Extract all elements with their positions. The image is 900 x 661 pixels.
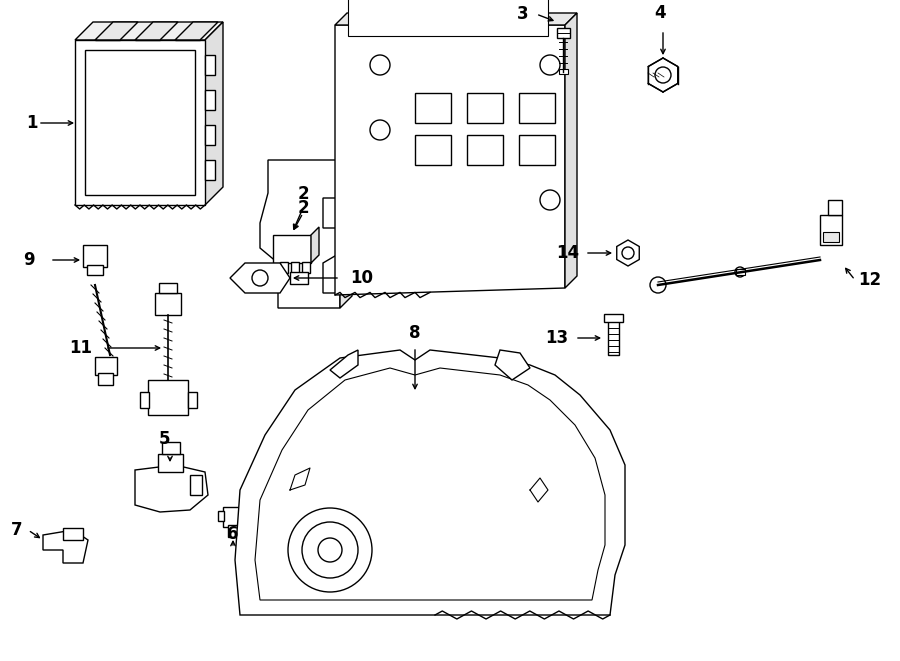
Bar bbox=[205, 160, 215, 180]
Circle shape bbox=[302, 522, 358, 578]
Bar bbox=[87, 265, 103, 275]
Bar bbox=[290, 272, 308, 284]
Text: 12: 12 bbox=[858, 271, 881, 289]
Bar bbox=[228, 525, 239, 537]
Circle shape bbox=[370, 55, 390, 75]
Polygon shape bbox=[175, 22, 218, 40]
Bar bbox=[823, 232, 839, 242]
Bar bbox=[820, 215, 842, 245]
Bar bbox=[85, 50, 195, 195]
Bar bbox=[467, 93, 503, 123]
Bar bbox=[608, 320, 619, 355]
Bar bbox=[736, 269, 745, 275]
Bar bbox=[83, 245, 107, 267]
Text: 2: 2 bbox=[297, 199, 309, 217]
Text: 2: 2 bbox=[297, 185, 309, 203]
Polygon shape bbox=[616, 240, 639, 266]
Text: 8: 8 bbox=[410, 324, 421, 342]
Bar bbox=[828, 200, 842, 215]
Circle shape bbox=[540, 55, 560, 75]
Bar bbox=[190, 475, 202, 495]
Polygon shape bbox=[330, 350, 358, 378]
Bar bbox=[559, 69, 568, 74]
Bar bbox=[604, 314, 623, 322]
Bar bbox=[348, 0, 548, 36]
Bar bbox=[415, 135, 451, 165]
Polygon shape bbox=[335, 13, 577, 25]
Polygon shape bbox=[565, 13, 577, 288]
Text: 9: 9 bbox=[23, 251, 35, 269]
Polygon shape bbox=[495, 350, 530, 380]
Circle shape bbox=[735, 267, 745, 277]
Bar bbox=[205, 125, 215, 145]
Polygon shape bbox=[340, 148, 352, 308]
Bar bbox=[63, 528, 83, 540]
Bar bbox=[188, 392, 197, 408]
Polygon shape bbox=[75, 22, 223, 40]
Text: 11: 11 bbox=[69, 339, 92, 357]
Circle shape bbox=[622, 247, 634, 259]
Circle shape bbox=[370, 120, 390, 140]
Text: 13: 13 bbox=[544, 329, 568, 347]
Bar bbox=[158, 454, 183, 472]
Polygon shape bbox=[260, 160, 340, 308]
Polygon shape bbox=[43, 530, 88, 563]
Bar bbox=[467, 135, 503, 165]
Text: 5: 5 bbox=[159, 430, 171, 448]
Text: 6: 6 bbox=[227, 525, 239, 543]
Polygon shape bbox=[235, 350, 625, 615]
Bar bbox=[302, 262, 310, 273]
Circle shape bbox=[650, 277, 666, 293]
Bar bbox=[519, 93, 555, 123]
Polygon shape bbox=[335, 25, 565, 295]
Polygon shape bbox=[648, 58, 678, 92]
Polygon shape bbox=[135, 22, 178, 40]
Bar bbox=[159, 283, 177, 293]
Bar bbox=[273, 235, 311, 263]
Bar bbox=[223, 507, 245, 527]
Bar bbox=[162, 442, 180, 454]
Bar bbox=[519, 135, 555, 165]
Circle shape bbox=[318, 538, 342, 562]
Text: 3: 3 bbox=[517, 5, 528, 23]
Polygon shape bbox=[230, 263, 290, 293]
Bar bbox=[75, 40, 205, 205]
Circle shape bbox=[540, 190, 560, 210]
Text: 14: 14 bbox=[556, 244, 579, 262]
Polygon shape bbox=[135, 465, 208, 512]
Text: 4: 4 bbox=[654, 4, 666, 22]
Text: 10: 10 bbox=[350, 269, 373, 287]
Bar bbox=[205, 55, 215, 75]
Bar bbox=[155, 293, 181, 315]
Bar bbox=[140, 392, 149, 408]
Polygon shape bbox=[95, 22, 138, 40]
Circle shape bbox=[252, 270, 268, 286]
Bar bbox=[291, 262, 299, 273]
Bar bbox=[148, 380, 188, 415]
Polygon shape bbox=[311, 227, 319, 263]
Bar bbox=[557, 28, 570, 38]
Circle shape bbox=[288, 508, 372, 592]
Bar bbox=[280, 262, 288, 273]
Text: 7: 7 bbox=[11, 521, 22, 539]
Bar bbox=[205, 90, 215, 110]
Bar bbox=[218, 511, 224, 521]
Circle shape bbox=[655, 67, 671, 83]
Bar bbox=[98, 373, 113, 385]
Bar bbox=[415, 93, 451, 123]
Bar bbox=[95, 357, 117, 375]
Bar bbox=[245, 511, 251, 521]
Polygon shape bbox=[255, 368, 605, 600]
Text: 1: 1 bbox=[26, 114, 38, 132]
Polygon shape bbox=[205, 22, 223, 205]
